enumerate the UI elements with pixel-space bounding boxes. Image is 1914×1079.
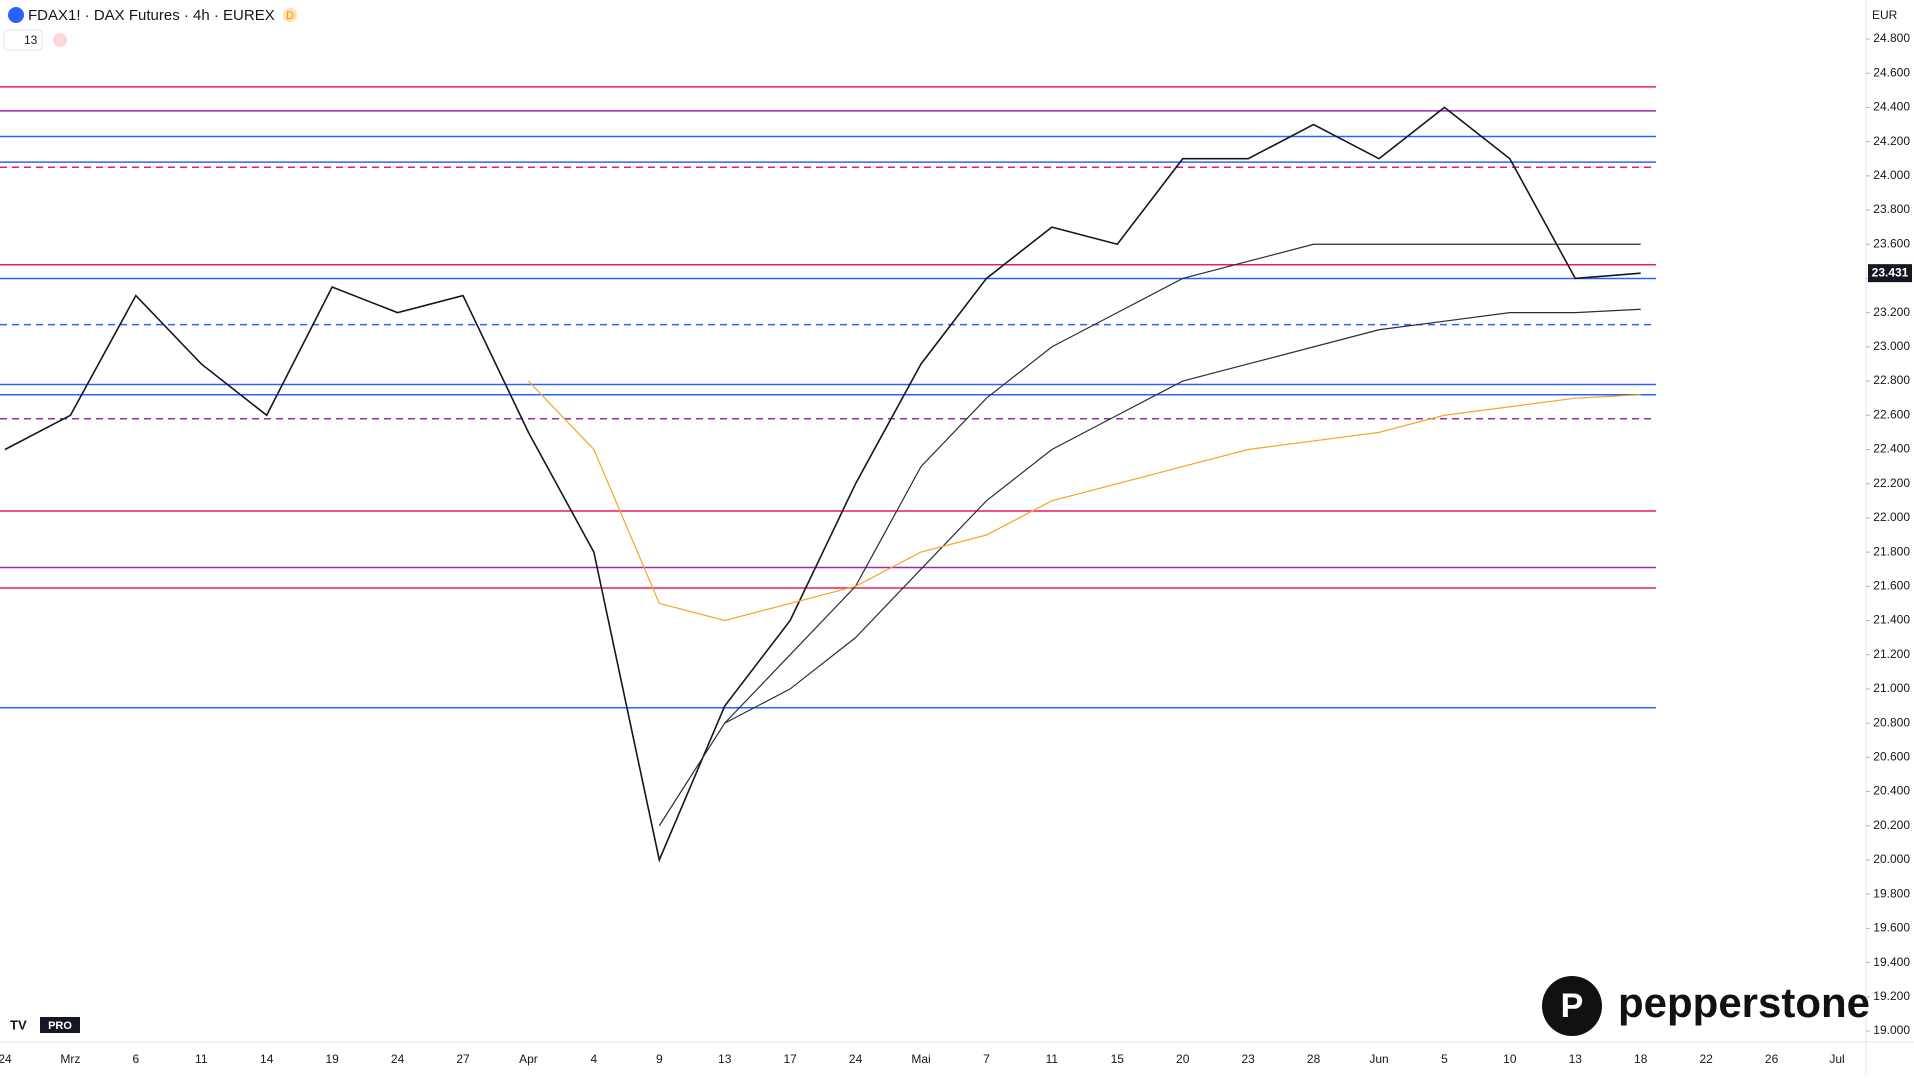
x-tick-label: 7 — [983, 1052, 990, 1066]
moving-average — [724, 308, 1641, 724]
y-tick-label: 20.000 — [1873, 852, 1910, 866]
y-tick-label: 19.000 — [1873, 1023, 1910, 1037]
x-tick-label: 17 — [783, 1052, 797, 1066]
y-tick-label: 24.800 — [1873, 31, 1910, 45]
y-tick-label: 23.000 — [1873, 339, 1910, 353]
x-tick-label: 28 — [1307, 1052, 1321, 1066]
y-tick-label: 21.600 — [1873, 578, 1910, 592]
x-tick-label: 4 — [591, 1052, 598, 1066]
x-tick-label: Mai — [911, 1052, 930, 1066]
y-tick-label: 22.800 — [1873, 373, 1910, 387]
x-tick-label: 24 — [0, 1052, 12, 1066]
indicator-count[interactable]: 13 — [24, 33, 38, 47]
x-tick-label: 20 — [1176, 1052, 1190, 1066]
y-tick-label: 24.000 — [1873, 168, 1910, 182]
y-tick-label: 22.200 — [1873, 476, 1910, 490]
x-tick-label: 23 — [1241, 1052, 1255, 1066]
y-tick-label: 19.400 — [1873, 955, 1910, 969]
alert-icon[interactable] — [53, 33, 67, 47]
y-tick-label: 21.200 — [1873, 647, 1910, 661]
y-tick-label: 24.200 — [1873, 134, 1910, 148]
tv-logo: TV — [10, 1017, 27, 1032]
x-tick-label: 6 — [133, 1052, 140, 1066]
y-tick-label: 19.600 — [1873, 921, 1910, 935]
price-line — [4, 106, 1641, 863]
currency[interactable]: EUR — [1872, 8, 1898, 22]
y-tick-label: 20.800 — [1873, 715, 1910, 729]
x-tick-label: Jun — [1369, 1052, 1388, 1066]
y-tick-label: 24.400 — [1873, 100, 1910, 114]
y-tick-label: 23.200 — [1873, 305, 1910, 319]
y-tick-label: 24.600 — [1873, 65, 1910, 79]
x-tick-label: Mrz — [60, 1052, 80, 1066]
x-tick-label: 5 — [1441, 1052, 1448, 1066]
moving-average — [658, 243, 1641, 827]
x-tick-label: 13 — [1569, 1052, 1583, 1066]
x-tick-label: Apr — [519, 1052, 538, 1066]
x-tick-label: 13 — [718, 1052, 732, 1066]
y-tick-label: 19.800 — [1873, 886, 1910, 900]
y-tick-label: 20.400 — [1873, 784, 1910, 798]
x-tick-label: 19 — [325, 1052, 339, 1066]
brand-name: pepperstone — [1618, 979, 1870, 1026]
x-tick-label: 24 — [391, 1052, 405, 1066]
x-tick-label: 10 — [1503, 1052, 1517, 1066]
y-tick-label: 21.000 — [1873, 681, 1910, 695]
symbol-icon[interactable] — [8, 7, 24, 23]
last-price-label: 23.431 — [1872, 265, 1909, 279]
y-tick-label: 21.400 — [1873, 613, 1910, 627]
x-tick-label: 11 — [1046, 1052, 1059, 1066]
x-tick-label: 22 — [1699, 1052, 1713, 1066]
x-tick-label: 18 — [1634, 1052, 1648, 1066]
brand-logo-mark: P — [1561, 987, 1584, 1025]
y-tick-label: 20.200 — [1873, 818, 1910, 832]
tv-badge: PRO — [48, 1020, 72, 1032]
x-tick-label: 14 — [260, 1052, 274, 1066]
x-tick-label: 27 — [456, 1052, 470, 1066]
x-tick-label: 15 — [1111, 1052, 1125, 1066]
last-price-bg — [1868, 264, 1912, 283]
chart-title[interactable]: FDAX1! · DAX Futures · 4h · EUREX — [28, 7, 275, 24]
y-tick-label: 22.600 — [1873, 407, 1910, 421]
y-tick-label: 23.600 — [1873, 236, 1910, 250]
moving-average — [527, 380, 1641, 622]
x-tick-label: 24 — [849, 1052, 863, 1066]
x-tick-label: 26 — [1765, 1052, 1779, 1066]
indicator-toggle[interactable] — [3, 29, 43, 51]
x-tick-label: Jul — [1829, 1052, 1844, 1066]
y-tick-label: 21.800 — [1873, 544, 1910, 558]
tv-badge-bg — [40, 1017, 80, 1033]
y-tick-label: 22.000 — [1873, 510, 1910, 524]
y-tick-label: 20.600 — [1873, 750, 1910, 764]
badge-bg — [283, 8, 297, 22]
badge: D — [286, 10, 294, 22]
brand-logo — [1542, 976, 1602, 1036]
x-tick-label: 9 — [656, 1052, 663, 1066]
x-tick-label: 11 — [195, 1052, 208, 1066]
y-tick-label: 19.200 — [1873, 989, 1910, 1003]
y-tick-label: 23.800 — [1873, 202, 1910, 216]
y-tick-label: 22.400 — [1873, 442, 1910, 456]
